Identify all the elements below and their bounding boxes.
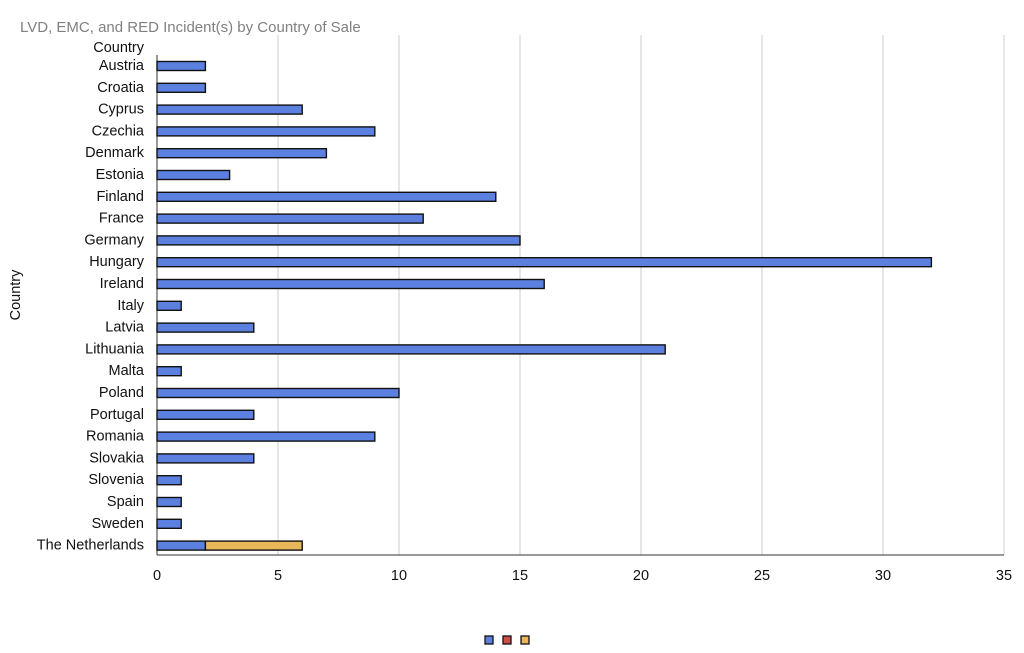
bar-segment [156, 257, 933, 268]
chart-title: LVD, EMC, and RED Incident(s) by Country… [20, 19, 361, 36]
category-label: Latvia [105, 320, 145, 336]
category-label: Slovakia [89, 450, 145, 466]
category-label: Italy [117, 298, 144, 314]
bar-segment [204, 540, 303, 551]
bar-segment [156, 475, 182, 486]
bar-segment [156, 496, 182, 508]
bar-segment [156, 409, 255, 420]
bar-segment [156, 366, 182, 377]
category-header: Country [93, 40, 145, 56]
category-label: Slovenia [88, 472, 145, 488]
bar-segment [156, 540, 207, 551]
category-label: Czechia [92, 123, 145, 139]
bar-segment [156, 213, 424, 224]
bar-segment [156, 453, 255, 464]
x-tick-label: 20 [633, 568, 649, 584]
x-tick-label: 15 [512, 568, 528, 584]
category-label: Denmark [85, 145, 145, 161]
legend-swatch [520, 635, 530, 645]
bar-segment [156, 169, 231, 181]
bar-segment [156, 387, 400, 399]
category-label: Finland [96, 189, 144, 205]
grid-lines [156, 35, 1005, 556]
x-tick-label: 10 [391, 568, 407, 584]
category-label: Germany [84, 232, 144, 248]
category-label: Spain [107, 494, 144, 510]
bars-group [156, 60, 933, 551]
bar-segment [156, 82, 207, 94]
bar-segment [156, 344, 666, 355]
bar-segment [156, 104, 303, 115]
category-label: Ireland [100, 276, 144, 292]
category-label: Hungary [89, 254, 145, 270]
bar-segment [156, 431, 376, 442]
category-label: Romania [86, 429, 145, 445]
category-label: Sweden [92, 516, 144, 532]
bar-segment [156, 300, 182, 311]
bar-segment [156, 126, 376, 137]
category-label: The Netherlands [37, 538, 144, 554]
category-label: Austria [99, 58, 145, 74]
legend-swatch [502, 635, 512, 645]
bar-segment [156, 278, 545, 290]
category-label: Cyprus [98, 102, 144, 118]
category-label: Estonia [96, 167, 145, 183]
category-label: Croatia [97, 80, 145, 96]
category-label: Malta [109, 363, 145, 379]
bar-segment [156, 518, 182, 529]
bar-segment [156, 235, 521, 246]
x-tick-label: 30 [875, 568, 891, 584]
x-tick-label: 25 [754, 568, 770, 584]
x-tick-label: 0 [153, 568, 161, 584]
bar-segment [156, 322, 255, 333]
category-label: Portugal [90, 407, 144, 423]
bar-segment [156, 147, 328, 159]
category-labels: Austria Croatia Cyprus Czechia Denmark Estoni… [37, 58, 145, 554]
category-label: Lithuania [85, 341, 145, 357]
legend [484, 635, 530, 645]
legend-swatch [484, 635, 494, 645]
y-axis-label: Country [8, 269, 24, 321]
x-tick-label: 5 [274, 568, 282, 584]
bar-segment [156, 191, 497, 203]
category-label: France [99, 211, 144, 227]
category-label: Poland [99, 385, 144, 401]
x-tick-labels: 0 5 10 15 20 25 30 35 [153, 568, 1012, 584]
x-tick-label: 35 [996, 568, 1012, 584]
bar-segment [156, 60, 207, 72]
